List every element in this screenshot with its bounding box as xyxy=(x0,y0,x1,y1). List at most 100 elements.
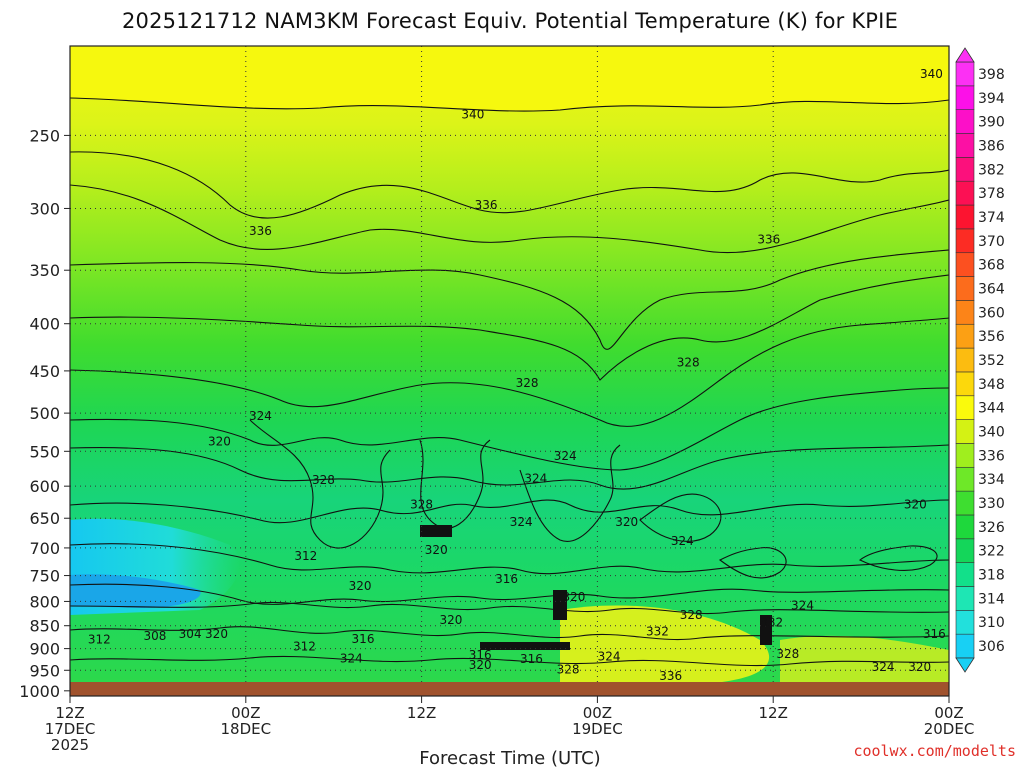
contour-label: 320 xyxy=(205,627,228,641)
contour-label: 320 xyxy=(208,434,231,448)
x-tick-label: 19DEC xyxy=(572,720,623,738)
contour-line xyxy=(519,444,621,542)
contour-label: 336 xyxy=(249,224,272,238)
contour-line xyxy=(249,419,391,549)
colorbar-swatch xyxy=(955,204,975,230)
contour-label: 328 xyxy=(516,376,539,390)
colorbar-bottom-arrow xyxy=(955,657,975,673)
contour-line xyxy=(70,274,949,381)
colorbar-swatch xyxy=(955,323,975,349)
contour-label: 328 xyxy=(557,662,580,676)
colorbar-label: 390 xyxy=(978,115,1005,131)
contour-label: 316 xyxy=(469,648,492,662)
contour-labels: 340 340 336 336 336 328 328 324 320 328 328 324 324 3… xyxy=(88,67,946,694)
contour-label: 316 xyxy=(923,627,946,641)
contour-lines xyxy=(70,97,949,667)
colorbar-label: 348 xyxy=(978,377,1005,393)
colorbar-label: 368 xyxy=(978,258,1005,274)
colorbar-swatch xyxy=(955,276,975,301)
colorbar-label: 378 xyxy=(978,186,1005,202)
colorbar-label: 370 xyxy=(978,234,1005,250)
x-tick-label: 00Z xyxy=(583,704,612,722)
contour-label: 312 xyxy=(294,549,317,563)
contour-label: 304 xyxy=(179,627,202,641)
contour-label: 324 xyxy=(524,471,547,485)
contour-label: 328 xyxy=(677,356,700,370)
colorbar-swatch xyxy=(955,490,975,516)
colorbar-swatch xyxy=(955,586,975,611)
colorbar-swatch xyxy=(955,228,975,254)
colorbar-label: 386 xyxy=(978,138,1005,154)
contour-label: 324 xyxy=(671,534,694,548)
colorbar-swatch xyxy=(955,443,975,468)
colorbar-label: 398 xyxy=(978,67,1005,83)
contour-label: 320 xyxy=(349,579,372,593)
colorbar-swatch xyxy=(955,347,975,373)
contour-line xyxy=(70,626,949,641)
colorbar-top-arrow xyxy=(955,47,975,63)
contour-label: 320 xyxy=(563,590,586,604)
colorbar-swatch xyxy=(955,109,975,134)
contour-line xyxy=(70,151,949,219)
contour-line xyxy=(70,655,949,667)
contour-line xyxy=(70,601,949,615)
plot-area: 340 340 336 336 336 328 328 324 320 328 328 324 324 3… xyxy=(70,46,949,696)
colorbar-swatch xyxy=(955,371,975,397)
contour-label: 312 xyxy=(88,633,111,647)
y-tick-label: 800 xyxy=(29,592,60,611)
contour-line xyxy=(70,387,949,471)
y-tick-label: 350 xyxy=(29,261,60,280)
contour-line xyxy=(70,97,949,112)
colorbar-label: 306 xyxy=(978,639,1005,655)
colorbar-swatch xyxy=(955,61,975,87)
y-tick-label: 1000 xyxy=(19,682,60,701)
contour-line xyxy=(639,493,722,542)
y-tick-label: 850 xyxy=(29,617,60,636)
colorbar-label: 364 xyxy=(978,281,1005,297)
contour-label: 320 xyxy=(904,498,927,512)
contour-label: 324 xyxy=(510,515,533,529)
colorbar-swatch xyxy=(955,419,975,444)
colorbar-label: 326 xyxy=(978,520,1005,536)
colorbar-swatch xyxy=(955,395,975,420)
x-tick-label: 12Z xyxy=(407,704,436,722)
y-tick-label: 450 xyxy=(29,362,60,381)
colorbar-swatch xyxy=(955,514,975,540)
colorbar-label: 334 xyxy=(978,472,1005,488)
steep-gradient-band xyxy=(553,590,567,620)
y-tick-label: 650 xyxy=(29,509,60,528)
contour-label: 324 xyxy=(249,409,272,423)
colorbar-swatch xyxy=(955,133,975,158)
contour-line xyxy=(70,543,949,575)
y-tick-label: 550 xyxy=(29,442,60,461)
y-tick-label: 250 xyxy=(29,126,60,145)
warm-low-level-region-east xyxy=(780,635,949,684)
colorbar-swatch xyxy=(955,562,975,587)
coldest-core-region xyxy=(70,574,201,608)
x-tick-label: 00Z xyxy=(231,704,260,722)
x-tick-label: 17DEC xyxy=(45,720,96,738)
contour-label: 320 xyxy=(425,543,448,557)
credit-text[interactable]: coolwx.com/modelts xyxy=(853,742,1016,760)
y-tick-label: 600 xyxy=(29,477,60,496)
colorbar-label: 382 xyxy=(978,162,1005,178)
y-tick-label: 700 xyxy=(29,539,60,558)
colorbar-swatch xyxy=(955,538,975,563)
contour-label: 308 xyxy=(144,629,167,643)
colorbar-label: 336 xyxy=(978,448,1005,464)
contour-line xyxy=(419,439,491,529)
contour-line xyxy=(70,317,949,428)
colorbar-label: 394 xyxy=(978,91,1005,107)
contour-label: 324 xyxy=(340,652,363,666)
contour-label: 332 xyxy=(760,615,783,629)
colorbar-label: 374 xyxy=(978,210,1005,226)
chart-title: 2025121712 NAM3KM Forecast Equiv. Potent… xyxy=(122,9,898,33)
colorbar-label: 310 xyxy=(978,615,1005,631)
steep-gradient-band xyxy=(480,642,570,650)
contour-label: 324 xyxy=(791,598,814,612)
contour-line xyxy=(70,249,949,350)
ground-surface xyxy=(70,682,949,696)
colorbar-label: 352 xyxy=(978,353,1005,369)
